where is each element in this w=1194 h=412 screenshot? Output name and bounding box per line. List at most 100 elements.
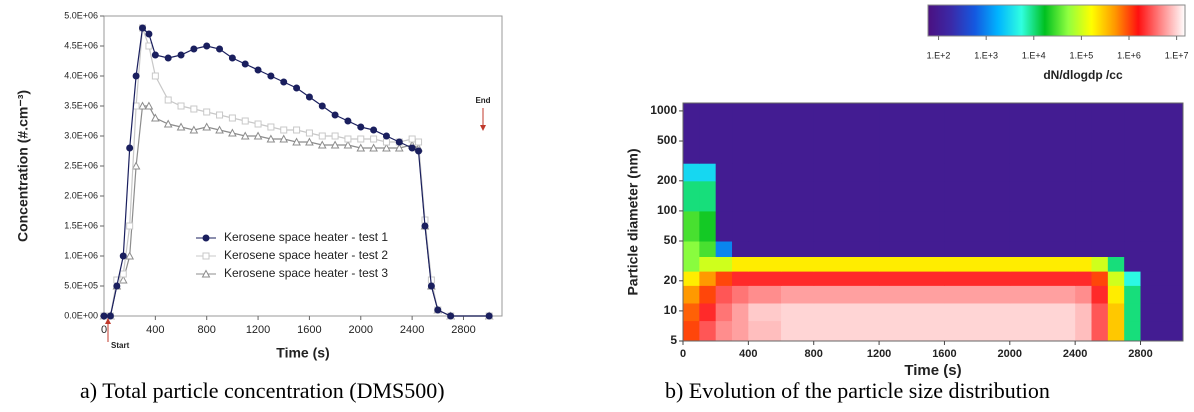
y-tick-label: 20 xyxy=(664,273,678,287)
heatmap-cell xyxy=(683,241,700,257)
legend-marker xyxy=(201,269,211,278)
data-point xyxy=(485,312,493,320)
heatmap-cell xyxy=(1075,320,1092,342)
data-point xyxy=(106,312,114,320)
heatmap-cell xyxy=(715,256,733,272)
x-axis-title: Time (s) xyxy=(276,345,329,361)
data-point xyxy=(318,132,326,140)
heatmap-cell xyxy=(1124,180,1142,212)
data-point xyxy=(394,143,404,152)
heatmap-cell xyxy=(879,271,945,286)
heatmap-cell xyxy=(781,271,815,286)
colorbar-title: dN/dlogdp /cc xyxy=(1043,68,1123,82)
data-point xyxy=(151,72,159,80)
heatmap-cell xyxy=(1140,320,1184,342)
heatmap-cell xyxy=(699,285,717,304)
heatmap-cell xyxy=(699,163,717,182)
x-tick-label: 2800 xyxy=(451,324,475,336)
heatmap-cell xyxy=(683,103,700,164)
heatmap-cell xyxy=(1009,320,1076,342)
heatmap-cell xyxy=(1075,163,1092,182)
data-point xyxy=(190,105,198,113)
heatmap-cell xyxy=(1124,256,1142,272)
heatmap-cell xyxy=(683,210,700,242)
heatmap-cell xyxy=(813,180,880,212)
heatmap-cell xyxy=(1140,103,1184,164)
data-point xyxy=(447,312,455,320)
data-point xyxy=(254,66,262,74)
data-point xyxy=(395,138,403,146)
data-point xyxy=(317,140,327,149)
heatmap-cell xyxy=(1091,163,1109,182)
heatmap-cell xyxy=(732,103,749,164)
heatmap-cell xyxy=(944,163,1011,182)
heatmap-cell xyxy=(813,271,880,286)
heatmap-cell xyxy=(1107,285,1125,304)
heatmap-cell xyxy=(683,256,700,272)
y-tick-label: 5 xyxy=(670,333,677,347)
heatmap-cell xyxy=(813,256,880,272)
y-tick-label: 200 xyxy=(657,173,677,187)
heatmap-cell xyxy=(748,103,782,164)
data-point xyxy=(408,144,416,152)
heatmap-cell xyxy=(1140,210,1184,242)
heatmap-cell xyxy=(683,180,700,212)
data-point xyxy=(132,72,140,80)
heatmap-cell xyxy=(813,320,880,342)
heatmap-cell xyxy=(1140,180,1184,212)
heatmap-cell xyxy=(879,302,945,322)
data-point xyxy=(331,111,339,119)
y-tick-label: 5.0E+06 xyxy=(64,10,98,20)
heatmap-cell xyxy=(1009,285,1076,304)
data-point xyxy=(254,120,262,128)
x-axis-title: Time (s) xyxy=(904,362,961,379)
colorbar-tick-label: 1.E+4 xyxy=(1022,50,1046,60)
data-point xyxy=(177,51,185,59)
heatmap-cell xyxy=(1075,285,1092,304)
y-tick-label: 1.0E+06 xyxy=(64,250,98,260)
heatmap-cell xyxy=(699,256,717,272)
x-tick-label: 2800 xyxy=(1128,348,1152,360)
data-point xyxy=(202,122,212,131)
data-point xyxy=(280,126,288,134)
plot-frame xyxy=(682,102,1184,342)
data-point xyxy=(280,78,288,86)
legend-marker xyxy=(202,234,210,242)
data-point xyxy=(305,93,313,101)
heatmap-cell xyxy=(1091,320,1109,342)
data-point xyxy=(427,282,435,290)
heatmap-cell xyxy=(1091,103,1109,164)
heatmap-cell xyxy=(879,256,945,272)
heatmap-cell xyxy=(1124,103,1142,164)
heatmap-cell xyxy=(944,302,1011,322)
heatmap-cell xyxy=(699,271,717,286)
data-point xyxy=(189,125,199,134)
data-point xyxy=(216,45,224,53)
heatmap-cell xyxy=(683,163,700,182)
data-point xyxy=(382,138,390,146)
heatmap-cell xyxy=(715,103,733,164)
heatmap-cell xyxy=(944,285,1011,304)
data-point xyxy=(305,137,314,146)
heatmap-cell xyxy=(944,210,1011,242)
heatmap-cell xyxy=(1124,271,1142,286)
heatmap-cell xyxy=(732,271,749,286)
heatmap-cell xyxy=(781,320,815,342)
heatmap-cell xyxy=(683,271,700,286)
heatmap-cell xyxy=(813,210,880,242)
data-point xyxy=(293,126,301,134)
y-axis-title: Particle diameter (nm) xyxy=(625,148,641,295)
data-point xyxy=(293,84,301,92)
heatmap-cell xyxy=(1107,163,1125,182)
heatmap-cell xyxy=(1009,210,1076,242)
heatmap-cell xyxy=(879,320,945,342)
y-tick-label: 2.5E+06 xyxy=(64,160,98,170)
data-point xyxy=(139,24,147,32)
data-point xyxy=(151,51,159,59)
data-point xyxy=(164,54,172,62)
data-point xyxy=(126,144,134,152)
heatmap-cell xyxy=(879,241,945,257)
heatmap-cell xyxy=(944,241,1011,257)
data-point xyxy=(228,128,237,137)
